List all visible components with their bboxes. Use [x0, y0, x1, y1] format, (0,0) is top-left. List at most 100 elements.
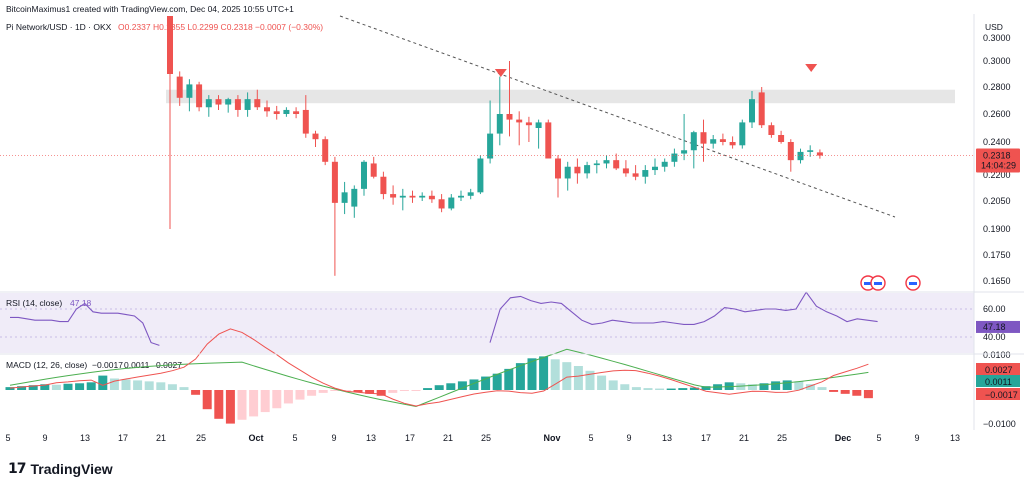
macd-histogram-bar — [643, 388, 653, 390]
descending-trendline — [339, 15, 896, 218]
sell-signal-marker — [494, 69, 507, 77]
candle-down — [574, 166, 581, 174]
candle-down — [729, 142, 736, 146]
macd-badge — [976, 375, 1020, 387]
time-tick-label: Nov — [543, 433, 560, 443]
macd-histogram-bar — [597, 375, 607, 390]
candles-layer — [0, 16, 974, 276]
macd-tick: −0.0100 — [983, 419, 1016, 429]
macd-histogram-bar — [481, 376, 491, 390]
macd-histogram-bar — [365, 390, 375, 394]
candle-down — [264, 107, 270, 112]
candle-down — [632, 173, 639, 177]
macd-histogram-bar — [202, 390, 212, 410]
candle-up — [564, 166, 571, 179]
macd-value: −0.0017 — [92, 360, 123, 370]
macd-histogram-bar — [550, 359, 560, 390]
candle-down — [215, 99, 222, 105]
macd-histogram-bar — [399, 390, 409, 391]
candle-up — [419, 195, 426, 198]
macd-histogram-bar — [852, 390, 862, 396]
candle-up — [652, 166, 658, 171]
candle-up — [487, 133, 494, 159]
macd-histogram-bar — [133, 380, 143, 390]
macd-histogram-bar — [817, 387, 827, 390]
price-tick-label: 0.1750 — [983, 250, 1011, 260]
candle-down — [758, 92, 765, 126]
time-tick-label: 5 — [5, 433, 10, 443]
macd-histogram-bar — [562, 362, 572, 390]
currency-label: USD — [985, 22, 1003, 32]
candle-down — [622, 168, 629, 174]
macd-histogram-bar — [51, 384, 61, 390]
time-tick-label: 5 — [876, 433, 881, 443]
macd-histogram-bar — [863, 390, 873, 399]
rsi-pane-bg — [0, 293, 974, 353]
candle-down — [428, 195, 435, 200]
candle-down — [545, 122, 552, 159]
tradingview-logo[interactable]: 17 TradingView — [8, 461, 113, 477]
time-tick-label: 13 — [80, 433, 90, 443]
candle-up — [205, 99, 212, 108]
candle-up — [496, 114, 503, 134]
time-tick-label: 9 — [331, 433, 336, 443]
tradingview-logo-icon: 17 — [8, 461, 27, 477]
chart-canvas[interactable]: BitcoinMaximus1 created with TradingView… — [0, 0, 1024, 452]
rsi-badge-value: 47.18 — [983, 322, 1006, 332]
time-tick-label: 5 — [588, 433, 593, 443]
price-tick-label: 0.2400 — [983, 137, 1011, 147]
macd-histogram-bar — [5, 387, 15, 390]
rsi-value: 47.18 — [70, 298, 92, 308]
candle-up — [448, 197, 455, 209]
macd-badge — [976, 388, 1020, 400]
candle-down — [370, 163, 377, 177]
candle-down — [768, 125, 775, 135]
time-tick-label: 9 — [626, 433, 631, 443]
candle-up — [351, 188, 358, 207]
candle-down — [409, 195, 416, 198]
candle-up — [399, 195, 406, 198]
symbol-title: Pi Network/USD · 1D · OKX — [6, 22, 112, 32]
macd-histogram-bar — [527, 358, 537, 390]
candle-up — [341, 192, 348, 203]
brand-name: TradingView — [30, 461, 113, 477]
candle-down — [778, 135, 785, 142]
candle-up — [671, 153, 678, 162]
candle-down — [390, 194, 397, 198]
candle-up — [603, 160, 610, 164]
macd-histogram-bar — [759, 383, 769, 390]
ohlc-readout: O0.2337 H0.2355 L0.2299 C0.2318 −0.0007 … — [118, 22, 323, 32]
rsi-label: RSI (14, close) — [6, 298, 62, 308]
price-tick-label: 0.2800 — [983, 82, 1011, 92]
time-tick-label: 25 — [481, 433, 491, 443]
macd-histogram-bar — [318, 390, 328, 393]
macd-histogram-bar — [167, 384, 177, 390]
candle-down — [254, 99, 261, 108]
countdown: 14:04:29 — [981, 161, 1016, 171]
candle-down — [613, 160, 620, 169]
candle-down — [516, 119, 523, 123]
macd-histogram-bar — [40, 384, 50, 390]
time-tick-label: Dec — [835, 433, 852, 443]
time-tick-label: 25 — [196, 433, 206, 443]
macd-value: 0.0011 — [124, 360, 150, 370]
last-price-value: 0.2318 — [983, 151, 1011, 161]
time-tick-label: 17 — [405, 433, 415, 443]
time-tick-label: 17 — [701, 433, 711, 443]
candle-down — [322, 139, 329, 162]
macd-badge-value: 0.0011 — [985, 377, 1012, 387]
macd-histogram-bar — [771, 381, 781, 390]
sell-signal-marker — [805, 64, 818, 72]
candle-down — [816, 152, 823, 156]
macd-histogram-bar — [608, 380, 618, 390]
time-tick-label: 21 — [443, 433, 453, 443]
macd-histogram-bar — [504, 368, 514, 390]
macd-histogram-bar — [191, 390, 201, 395]
candle-down — [273, 111, 280, 114]
candle-up — [593, 163, 600, 166]
macd-histogram-bar — [805, 384, 815, 390]
macd-histogram-bar — [701, 386, 711, 390]
macd-histogram-bar — [620, 384, 630, 390]
rsi-line — [489, 291, 878, 343]
